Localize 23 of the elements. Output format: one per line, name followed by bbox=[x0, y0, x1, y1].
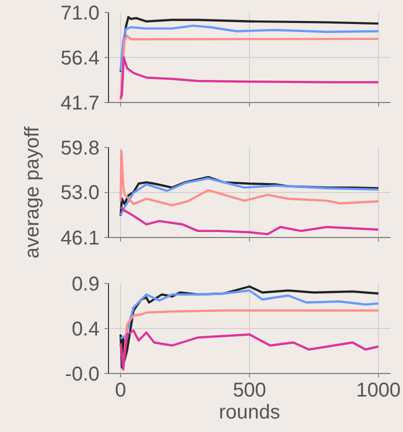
y-tick-label: 59.8 bbox=[60, 138, 100, 160]
y-axis-title: average payoff bbox=[22, 126, 44, 258]
x-axis-title: rounds bbox=[218, 402, 280, 424]
line-series bbox=[120, 150, 380, 206]
x-tick-label: 0 bbox=[115, 380, 126, 402]
y-tick-label: 56.4 bbox=[60, 47, 100, 70]
y-tick-label: 71.0 bbox=[60, 2, 100, 24]
line-series bbox=[120, 329, 380, 371]
line-series bbox=[120, 24, 380, 72]
y-tick-label: -0.0 bbox=[65, 364, 100, 386]
line-series bbox=[120, 16, 380, 73]
y-tick-label: 46.1 bbox=[60, 228, 100, 250]
line-series bbox=[120, 34, 380, 102]
y-tick-label: 0.4 bbox=[72, 318, 100, 340]
y-tick-label: 53.0 bbox=[60, 182, 100, 204]
line-series bbox=[120, 289, 380, 340]
y-tick-label: 0.9 bbox=[72, 274, 100, 296]
line-series bbox=[120, 56, 380, 100]
y-tick-label: 41.7 bbox=[60, 92, 100, 114]
line-series bbox=[120, 206, 380, 236]
x-tick-label: 1000 bbox=[356, 380, 401, 402]
line-series bbox=[120, 285, 380, 369]
x-tick-label: 500 bbox=[232, 380, 266, 402]
